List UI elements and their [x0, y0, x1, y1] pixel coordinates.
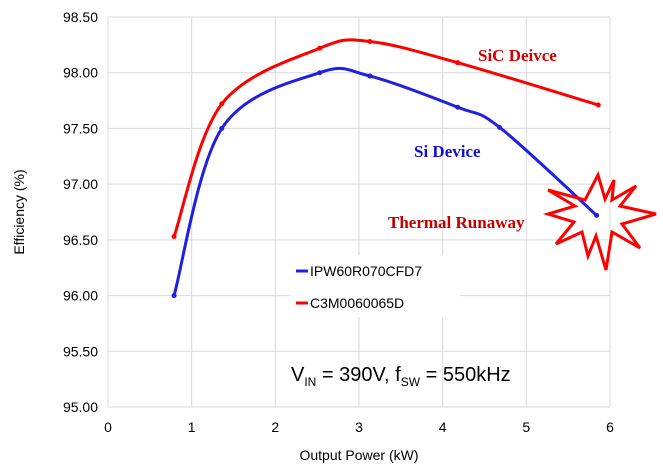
data-point [455, 60, 461, 66]
thermal-runaway-annotation: Thermal Runaway [388, 213, 525, 232]
data-point [455, 104, 461, 110]
si-annotation: Si Device [414, 142, 481, 161]
y-tick-label: 98.50 [63, 9, 98, 25]
series-lines [171, 38, 601, 299]
y-axis-label: Efficiency (%) [11, 169, 27, 254]
conditions-label: VIN = 390V, fSW = 550kHz [291, 364, 511, 389]
data-point [171, 234, 177, 240]
series-line-0 [172, 66, 598, 296]
y-tick-label: 96.00 [63, 288, 98, 304]
y-tick-label: 98.00 [63, 65, 98, 81]
y-tick-label: 96.50 [63, 232, 98, 248]
data-point [317, 45, 323, 51]
y-tick-label: 95.00 [63, 399, 98, 415]
legend-label-si: IPW60R070CFD7 [310, 263, 422, 279]
tick-labels: 0 1 2 3 4 5 6 95.00 95.50 96.00 96.50 97.00 97.50 98.… [63, 9, 614, 435]
x-tick-label: 6 [606, 419, 614, 435]
data-point [219, 125, 225, 131]
data-point [497, 124, 503, 130]
explosion-icon [542, 170, 657, 271]
legend-label-sic: C3M0060065D [310, 295, 404, 311]
data-point [219, 101, 225, 107]
data-point [171, 293, 177, 299]
x-tick-label: 5 [522, 419, 530, 435]
x-tick-label: 0 [104, 419, 112, 435]
y-tick-label: 97.50 [63, 120, 98, 136]
data-point [367, 39, 373, 45]
grid [107, 16, 611, 408]
x-tick-label: 3 [355, 419, 363, 435]
series-line-1 [172, 38, 599, 238]
x-tick-label: 1 [188, 419, 196, 435]
y-tick-label: 95.50 [63, 343, 98, 359]
legend: IPW60R070CFD7 C3M0060065D [290, 255, 460, 317]
y-tick-label: 97.00 [63, 176, 98, 192]
x-tick-label: 2 [271, 419, 279, 435]
data-point [367, 73, 373, 79]
data-point [317, 70, 323, 76]
data-point [595, 102, 601, 108]
data-point [594, 212, 600, 218]
x-tick-label: 4 [439, 419, 447, 435]
sic-annotation: SiC Deivce [478, 46, 557, 65]
x-axis-label: Output Power (kW) [299, 447, 418, 463]
